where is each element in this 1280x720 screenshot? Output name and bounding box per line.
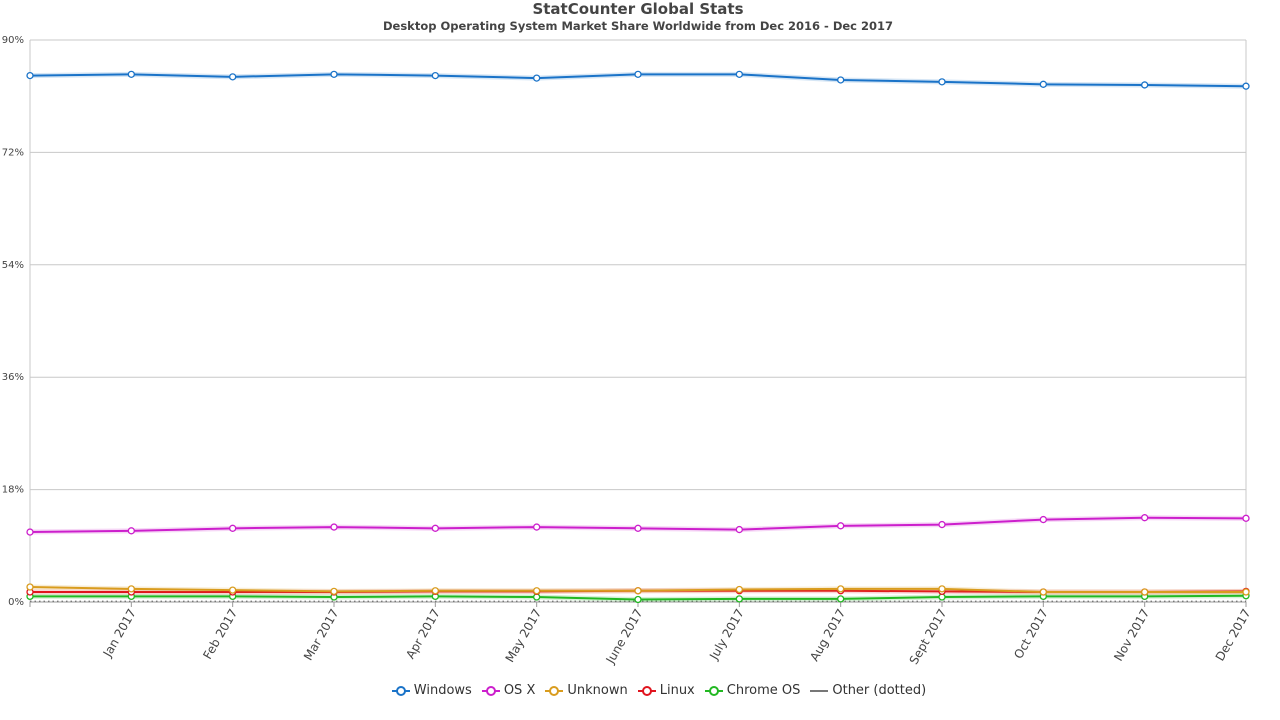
line-chart: 0% 18% 36% 54% 72% 90% Jan 2017 Feb 2017 Mar 201…: [2, 35, 1254, 667]
data-point-os-x: [735, 525, 743, 534]
data-point-os-x: [127, 527, 135, 535]
axis-layer: 0% 18% 36% 54% 72% 90% Jan 2017 Feb 2017 Mar 201…: [2, 35, 1254, 667]
data-point-unknown: [229, 586, 237, 594]
y-tick-label: 54%: [2, 260, 24, 271]
x-tick-label: Apr 2017: [403, 607, 443, 662]
legend-item-os-x[interactable]: OS X: [481, 683, 536, 698]
legend-marker-icon: [637, 685, 656, 697]
series-layer: [29, 71, 1247, 603]
x-tick-label: June 2017: [603, 607, 646, 667]
data-point-unknown: [634, 587, 642, 595]
data-point-os-x: [26, 528, 34, 536]
legend-item-unknown[interactable]: Unknown: [545, 683, 628, 698]
x-tick-label: Jan 2017: [100, 607, 139, 661]
x-tick-label: Dec 2017: [1213, 607, 1254, 664]
data-point-unknown: [938, 585, 946, 593]
chart-title: StatCounter Global Stats: [532, 0, 744, 18]
legend-marker-icon: [481, 685, 500, 697]
data-point-unknown: [330, 587, 338, 596]
data-point-windows: [127, 70, 135, 78]
data-point-chrome-os: [837, 595, 845, 603]
data-point-windows: [634, 70, 642, 78]
legend-marker-icon: [704, 685, 723, 697]
data-point-os-x: [330, 523, 338, 531]
data-point-os-x: [1242, 514, 1250, 522]
data-point-windows: [837, 76, 845, 84]
data-point-unknown: [127, 585, 135, 593]
data-point-windows: [735, 70, 743, 78]
data-point-os-x: [1039, 515, 1047, 524]
legend-label: Unknown: [567, 683, 628, 698]
data-point-windows: [938, 78, 946, 86]
legend-item-chrome-os[interactable]: Chrome OS: [704, 683, 801, 698]
legend-marker-icon: [545, 685, 564, 697]
data-point-windows: [26, 71, 34, 80]
data-point-windows: [533, 74, 541, 82]
chart-subtitle: Desktop Operating System Market Share Wo…: [382, 19, 893, 33]
marker-layer: [26, 70, 1250, 604]
data-point-os-x: [431, 524, 439, 532]
x-tick-label: Sept 2017: [907, 607, 950, 667]
data-point-chrome-os: [634, 595, 642, 604]
data-point-os-x: [634, 524, 642, 532]
legend-label: Windows: [413, 683, 472, 698]
x-tick-label: Oct 2017: [1011, 607, 1051, 662]
data-point-os-x: [938, 520, 946, 529]
data-point-unknown: [1242, 588, 1250, 596]
data-point-unknown: [837, 585, 845, 593]
legend-item-other-dotted[interactable]: Other (dotted): [810, 683, 926, 698]
data-point-windows: [229, 73, 237, 81]
data-point-unknown: [1039, 588, 1047, 596]
y-tick-label: 36%: [2, 372, 24, 383]
x-tick-label: Feb 2017: [200, 607, 240, 662]
x-tick-label: May 2017: [503, 607, 545, 665]
data-point-os-x: [1141, 514, 1149, 522]
data-point-os-x: [533, 523, 541, 531]
data-point-unknown: [735, 585, 743, 594]
data-point-unknown: [431, 587, 439, 595]
data-point-windows: [431, 71, 439, 80]
data-point-windows: [330, 70, 338, 78]
x-tick-label: Mar 2017: [301, 607, 342, 663]
y-tick-label: 72%: [2, 147, 24, 158]
data-point-unknown: [533, 587, 541, 595]
x-tick-label: Nov 2017: [1111, 607, 1152, 664]
legend-marker-icon: [391, 685, 410, 697]
data-point-unknown: [1141, 588, 1149, 596]
legend-item-windows[interactable]: Windows: [391, 683, 472, 698]
data-point-unknown: [26, 583, 34, 591]
data-point-os-x: [229, 524, 237, 532]
data-point-os-x: [837, 522, 845, 530]
y-tick-label: 18%: [2, 485, 24, 496]
data-point-windows: [1242, 82, 1250, 90]
legend-item-linux[interactable]: Linux: [637, 683, 695, 698]
x-tick-label: Aug 2017: [807, 607, 848, 664]
legend-marker-icon: [810, 685, 829, 697]
x-tick-label: July 2017: [706, 607, 747, 663]
y-tick-label: 90%: [2, 35, 24, 46]
data-point-windows: [1141, 81, 1149, 89]
legend-label: OS X: [503, 683, 536, 698]
legend: Windows OS X Unknown Linux Chrome OS Other (d…: [0, 683, 1280, 701]
legend-label: Other (dotted): [832, 683, 927, 698]
data-point-windows: [1039, 80, 1047, 88]
data-point-chrome-os: [735, 595, 743, 603]
legend-label: Chrome OS: [726, 683, 801, 698]
y-tick-label: 0%: [8, 597, 24, 608]
legend-label: Linux: [659, 683, 695, 698]
